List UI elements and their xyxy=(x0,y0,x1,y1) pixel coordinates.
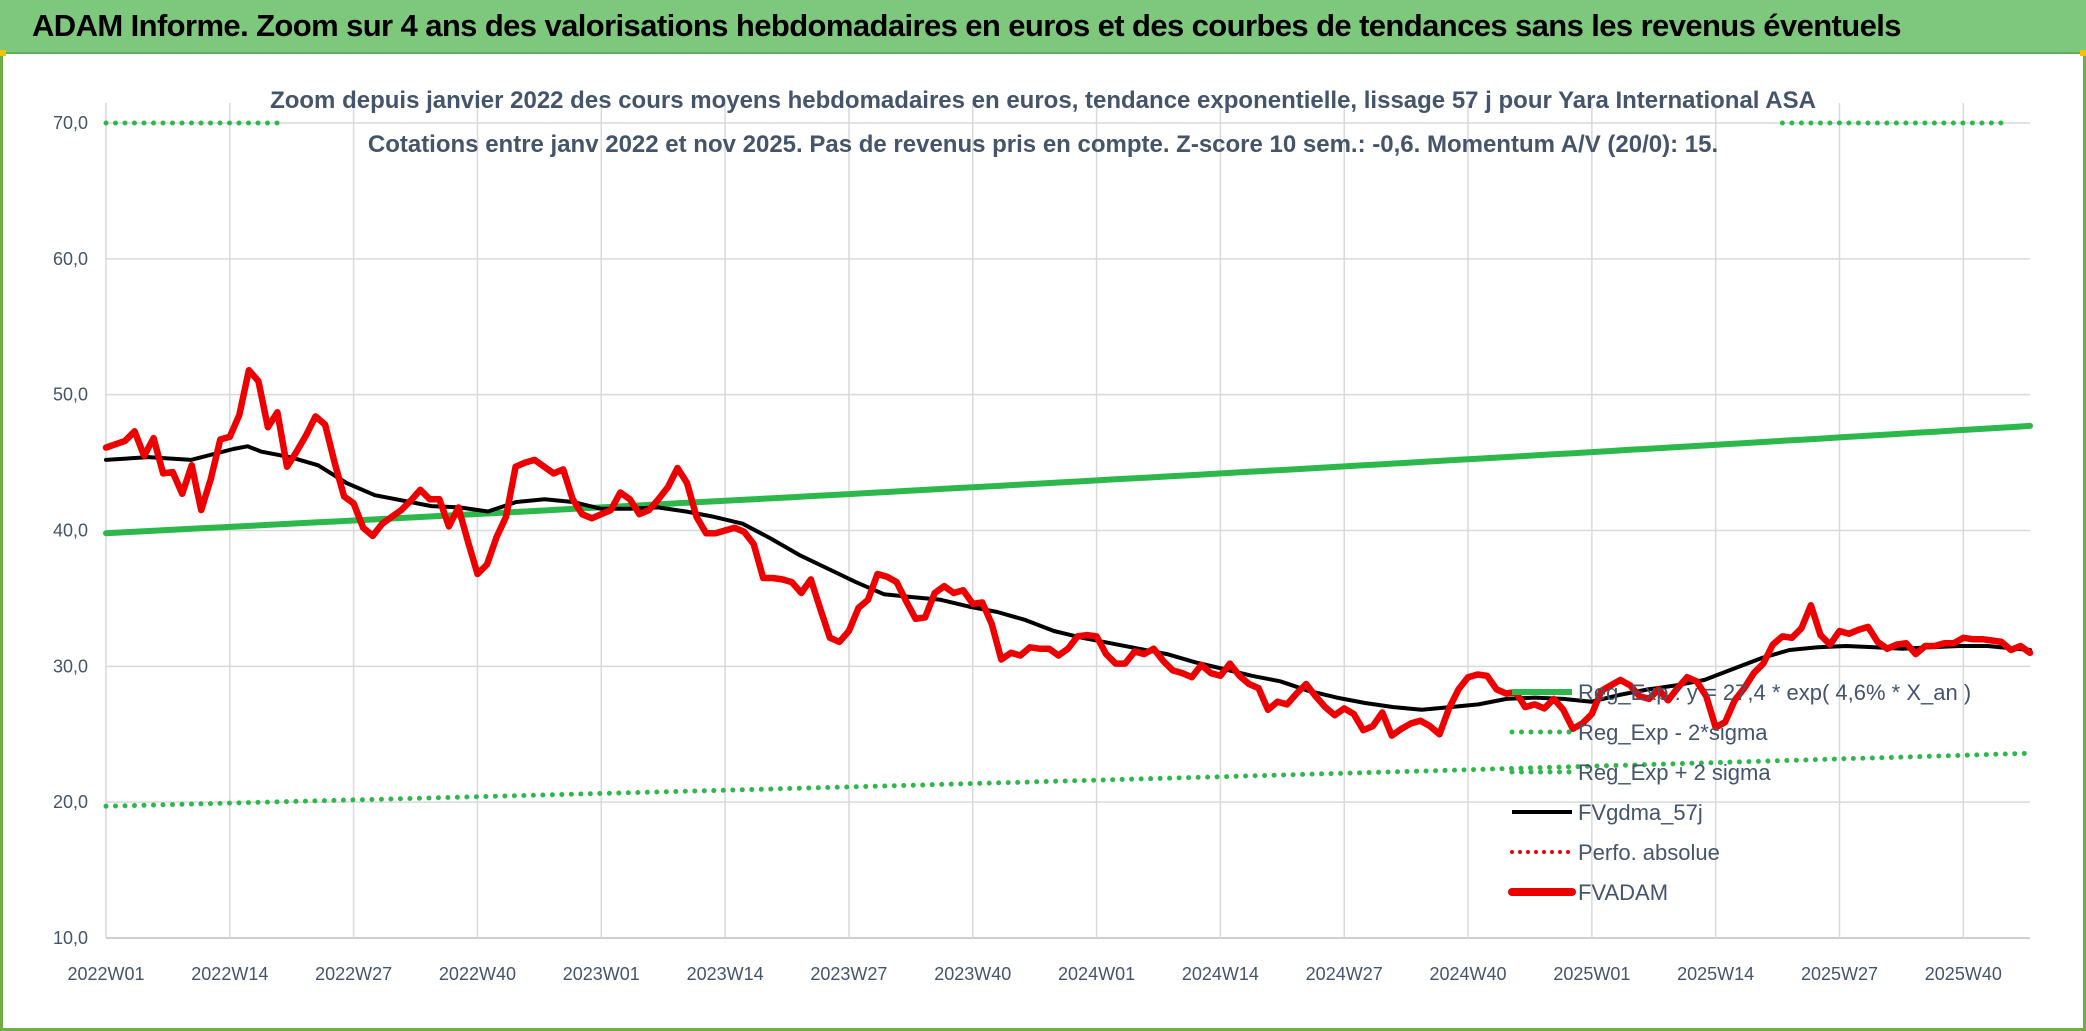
x-tick-label: 2024W27 xyxy=(1306,964,1383,984)
y-tick-label: 40,0 xyxy=(53,521,88,541)
x-tick-label: 2025W14 xyxy=(1677,964,1754,984)
x-tick-label: 2025W01 xyxy=(1553,964,1630,984)
y-tick-label: 70,0 xyxy=(53,113,88,133)
x-tick-label: 2022W40 xyxy=(439,964,516,984)
x-tick-label: 2023W27 xyxy=(810,964,887,984)
legend-label: Reg_Exp + 2 sigma xyxy=(1578,760,1771,785)
legend-label: Reg_Exp - 2*sigma xyxy=(1578,720,1768,745)
x-tick-label: 2022W01 xyxy=(67,964,144,984)
chart-subtitle-2: Cotations entre janv 2022 et nov 2025. P… xyxy=(368,131,1718,158)
x-tick-label: 2024W14 xyxy=(1182,964,1259,984)
x-tick-label: 2023W14 xyxy=(687,964,764,984)
x-tick-label: 2023W01 xyxy=(563,964,640,984)
x-tick-label: 2025W27 xyxy=(1801,964,1878,984)
legend-label: FVgdma_57j xyxy=(1578,800,1703,825)
chart-subtitle-1: Zoom depuis janvier 2022 des cours moyen… xyxy=(270,87,1816,114)
header-bar: ADAM Informe. Zoom sur 4 ans des valoris… xyxy=(0,0,2086,54)
x-tick-label: 2022W14 xyxy=(191,964,268,984)
legend-label: Perfo. absolue xyxy=(1578,840,1720,865)
legend: Reg_Exp : y = 27,4 * exp( 4,6% * X_an ) R… xyxy=(1508,680,1971,905)
y-tick-label: 30,0 xyxy=(53,656,88,676)
series-layer xyxy=(102,120,2034,809)
x-tick-label: 2024W40 xyxy=(1430,964,1507,984)
series-fvgdma-57j xyxy=(104,444,2032,712)
corner-marker-right xyxy=(2080,50,2086,56)
y-tick-label: 50,0 xyxy=(53,385,88,405)
y-tick-label: 10,0 xyxy=(53,928,88,948)
series-reg-exp xyxy=(103,422,2033,537)
legend-label: FVADAM xyxy=(1578,880,1668,905)
x-tick-label: 2024W01 xyxy=(1058,964,1135,984)
x-tick-label: 2025W40 xyxy=(1925,964,2002,984)
grid xyxy=(105,103,2030,939)
y-axis: 10,0 20,0 30,0 40,0 50,0 60,0 70,0 xyxy=(53,113,88,948)
x-tick-label: 2023W40 xyxy=(934,964,1011,984)
legend-label: Reg_Exp : y = 27,4 * exp( 4,6% * X_an ) xyxy=(1578,680,1971,705)
page-title: ADAM Informe. Zoom sur 4 ans des valoris… xyxy=(32,8,1902,43)
series-reg-exp-minus-2sigma xyxy=(103,750,2033,809)
x-tick-label: 2022W27 xyxy=(315,964,392,984)
y-tick-label: 20,0 xyxy=(53,792,88,812)
y-tick-label: 60,0 xyxy=(53,249,88,269)
series-fvadam xyxy=(102,366,2034,739)
corner-marker-left xyxy=(0,50,6,56)
x-axis: 2022W01 2022W14 2022W27 2022W40 2023W01 2023W… xyxy=(67,964,2001,984)
